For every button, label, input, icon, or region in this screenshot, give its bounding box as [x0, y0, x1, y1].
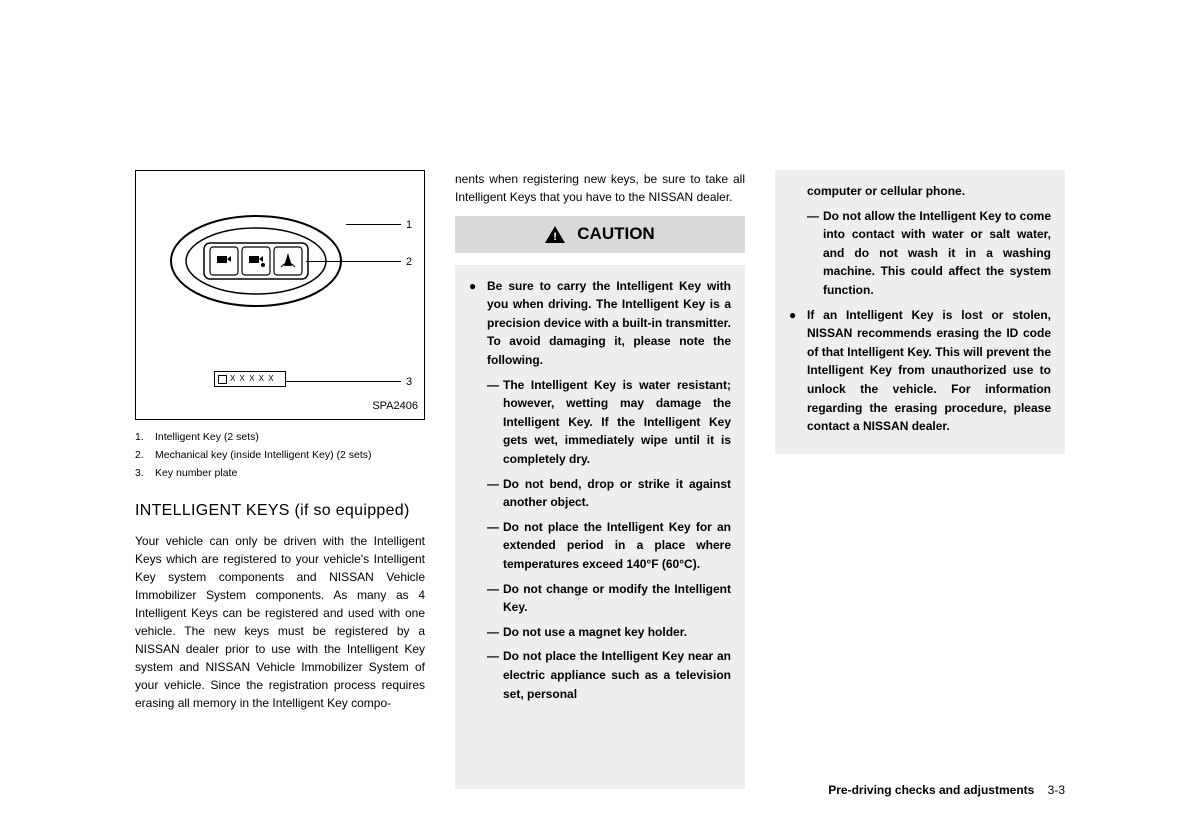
- figure-box: 1 2 X X X X X 3 SPA2406: [135, 170, 425, 420]
- caution-dash-5: Do not use a magnet key holder.: [503, 623, 731, 642]
- caution-dash-1: The Intelligent Key is water resistant; …: [503, 376, 731, 469]
- figure-id: SPA2406: [372, 399, 418, 415]
- body-paragraph-col1: Your vehicle can only be driven with the…: [135, 532, 425, 712]
- caution-header: CAUTION: [455, 216, 745, 253]
- callout-1: 1: [406, 218, 412, 234]
- caution-dash-7: Do not allow the Intelligent Key to come…: [823, 207, 1051, 300]
- caution-dash-3: Do not place the Intelligent Key for an …: [503, 518, 731, 574]
- footer-section: Pre-driving checks and adjustments: [828, 783, 1034, 797]
- figure-legend: 1.Intelligent Key (2 sets) 2.Mechanical …: [135, 430, 425, 485]
- caution-bullet-2: If an Intelligent Key is lost or stolen,…: [807, 306, 1051, 436]
- footer-page: 3-3: [1048, 783, 1065, 797]
- caution-dash-6: Do not place the Intelligent Key near an…: [503, 647, 731, 703]
- warning-icon: [545, 226, 565, 243]
- caution-bullet-1: Be sure to carry the Intelligent Key wit…: [487, 277, 731, 370]
- caution-box-col2: ● Be sure to carry the Intelligent Key w…: [455, 265, 745, 789]
- key-number-plate: X X X X X: [214, 371, 286, 387]
- body-paragraph-col2: nents when registering new keys, be sure…: [455, 170, 745, 206]
- caution-dash-4: Do not change or modify the Intelligent …: [503, 580, 731, 617]
- column-2: nents when registering new keys, be sure…: [455, 170, 745, 789]
- callout-2: 2: [406, 255, 412, 271]
- caution-label: CAUTION: [577, 222, 654, 247]
- caution-dash-6b: computer or cellular phone.: [807, 182, 1051, 201]
- caution-dash-2: Do not bend, drop or strike it against a…: [503, 475, 731, 512]
- caution-box-col3: computer or cellular phone. —Do not allo…: [775, 170, 1065, 454]
- column-1: 1 2 X X X X X 3 SPA2406 1.Intelligent Ke…: [135, 170, 425, 789]
- section-heading: INTELLIGENT KEYS (if so equipped): [135, 499, 425, 522]
- column-3: computer or cellular phone. —Do not allo…: [775, 170, 1065, 789]
- page-footer: Pre-driving checks and adjustments 3-3: [828, 783, 1065, 797]
- callout-3: 3: [406, 375, 412, 391]
